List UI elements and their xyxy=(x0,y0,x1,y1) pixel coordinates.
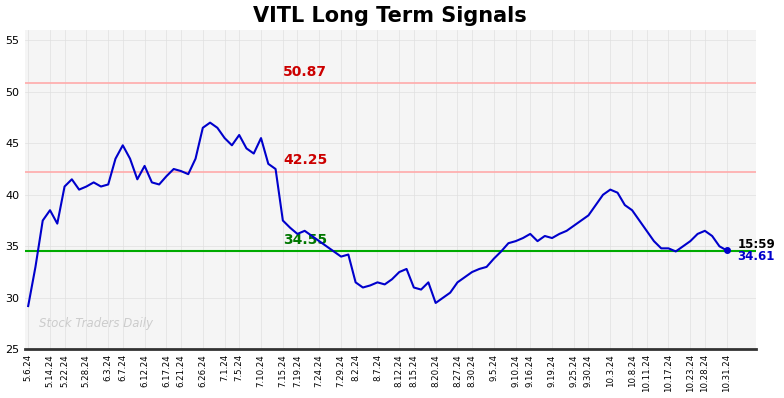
Text: 34.55: 34.55 xyxy=(283,233,327,247)
Text: 15:59: 15:59 xyxy=(738,238,775,251)
Text: 50.87: 50.87 xyxy=(283,64,327,79)
Text: Stock Traders Daily: Stock Traders Daily xyxy=(39,317,153,330)
Title: VITL Long Term Signals: VITL Long Term Signals xyxy=(253,6,527,25)
Text: 34.61: 34.61 xyxy=(738,250,775,263)
Text: 42.25: 42.25 xyxy=(283,154,328,168)
